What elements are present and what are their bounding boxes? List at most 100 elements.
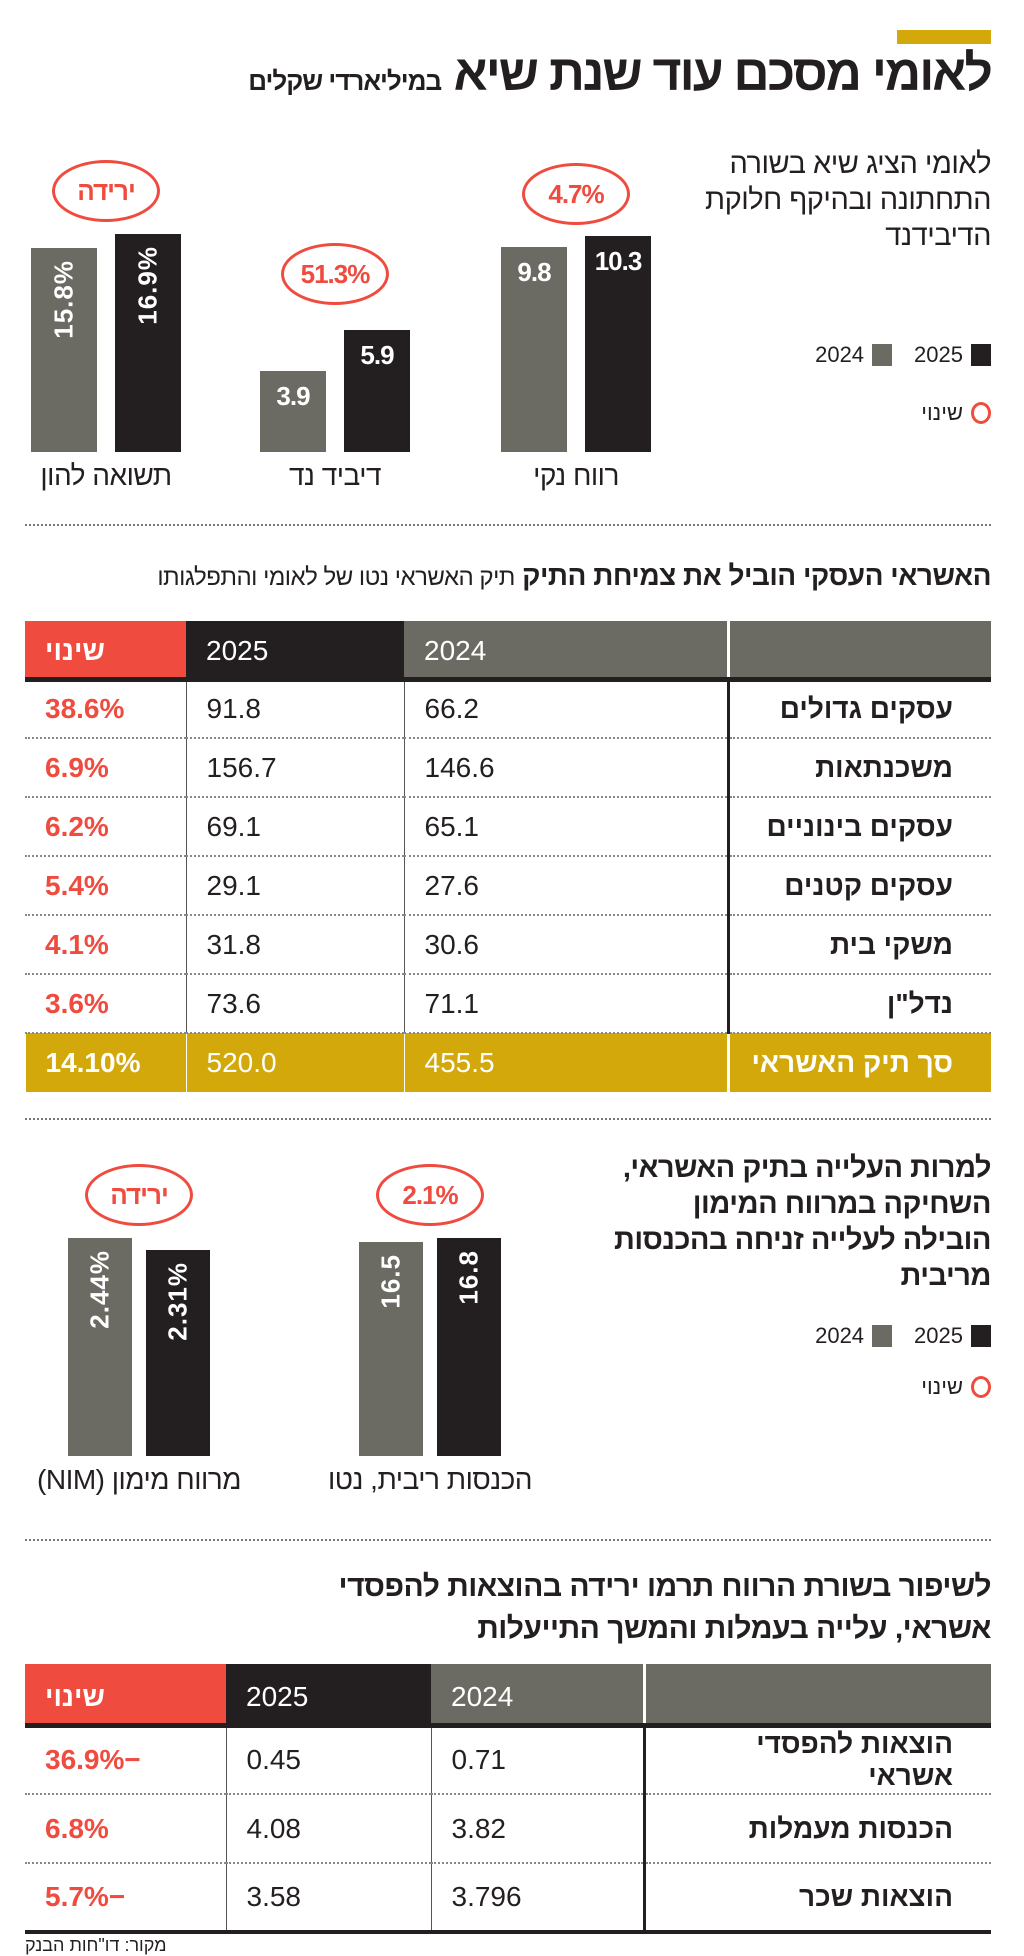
table-row: נדל"ן 71.1 73.6 3.6% <box>25 974 991 1034</box>
cell-change: 6.8% <box>25 1794 226 1864</box>
cell-y2024: 66.2 <box>403 679 728 739</box>
divider <box>25 524 991 526</box>
cell-label: סך תיק האשראי <box>726 1033 991 1092</box>
cell-label: עסקים קטנים <box>726 856 991 916</box>
legend-2024-label: 2024 <box>815 1323 865 1348</box>
bar-value-label: 5.9 <box>360 340 394 370</box>
cell-y2024: 71.1 <box>403 974 728 1034</box>
change-ellipse: 4.7% <box>522 163 630 225</box>
bar-2025: 16.8 <box>437 1238 501 1456</box>
change-ellipse: 51.3% <box>281 243 389 305</box>
table-row: עסקים גדולים 66.2 91.8 38.6% <box>25 679 991 739</box>
divider <box>25 1118 991 1120</box>
change-ellipse: 2.1% <box>376 1164 484 1226</box>
cell-change: −36.9% <box>25 1725 226 1795</box>
accent-bar <box>897 30 991 44</box>
change-ellipse: ירידה <box>85 1164 193 1226</box>
cell-change: 4.1% <box>25 915 186 975</box>
group-label: דיביד נד <box>289 460 381 491</box>
credit-portfolio-table: 2024 2025 שינוי עסקים גדולים 66.2 91.8 38.6% מש… <box>24 621 991 1092</box>
profit-drivers-table: 2024 2025 שינוי הוצאות להפסדי אשראי 0.71 0.45… <box>25 1664 991 1934</box>
legend-2025-swatch <box>971 344 991 366</box>
table-row: הוצאות להפסדי אשראי 0.71 0.45 −36.9% <box>25 1725 991 1795</box>
cell-y2024: 30.6 <box>403 915 728 975</box>
legend-change-2: שינוי <box>921 1374 991 1399</box>
section2-title-regular: תיק האשראי נטו של לאומי והתפלגותו <box>157 564 515 591</box>
legend-2025-label: 2025 <box>914 342 963 367</box>
source-note: מקור: דו"חות הבנק <box>25 1935 167 1955</box>
cell-y2025: 156.7 <box>185 738 404 798</box>
table-total-row: סך תיק האשראי 455.5 520.0 14.10% <box>24 1033 991 1092</box>
cell-y2025: 520.0 <box>185 1033 404 1092</box>
legend-2024-label: 2024 <box>815 342 865 367</box>
group-label: הכנסות ריבית, נטו <box>327 1464 533 1495</box>
bar-2025: 10.3 <box>585 236 651 452</box>
cell-y2025: 29.1 <box>185 856 404 916</box>
legend-years-2: 2025 2024 <box>815 1323 991 1348</box>
bar-2024: 16.5 <box>359 1241 423 1456</box>
cell-y2025: 91.8 <box>185 679 404 739</box>
legend-2025-label: 2025 <box>914 1323 963 1348</box>
bar-value-label: 16.9% <box>132 246 163 325</box>
bar-value-label: 16.8 <box>453 1250 484 1305</box>
cell-y2025: 0.45 <box>225 1725 431 1795</box>
bar-2025: 5.9 <box>344 330 410 452</box>
page-title: לאומי מסכם עוד שנת שיא במיליארדי שקלים <box>248 44 993 102</box>
title-main: לאומי מסכם עוד שנת שיא <box>453 45 993 101</box>
bar-2025: 16.9% <box>115 234 181 452</box>
title-subtitle: במיליארדי שקלים <box>248 66 442 96</box>
column-header: 2025 <box>186 621 404 682</box>
column-header: 2024 <box>431 1664 644 1728</box>
bar-value-label: 2.44% <box>84 1250 115 1329</box>
cell-y2024: 3.796 <box>430 1863 644 1933</box>
group-label: מרווח מימון (NIM) <box>37 1464 241 1495</box>
bar-value-label: 9.8 <box>517 256 551 287</box>
cell-y2025: 31.8 <box>185 915 404 975</box>
column-header: שינוי <box>25 621 186 682</box>
legend-2025-swatch <box>971 1325 991 1347</box>
legend-change-label: שינוי <box>921 1374 963 1399</box>
cell-label: נדל"ן <box>726 974 991 1034</box>
cell-label: הכנסות מעמלות <box>642 1794 991 1864</box>
table-header-row: 2024 2025 שינוי <box>25 621 991 682</box>
cell-y2024: 65.1 <box>403 797 728 857</box>
cell-y2025: 3.58 <box>225 1863 431 1933</box>
cell-change: 6.2% <box>25 797 186 857</box>
bar-group: 3.9 5.9 <box>260 152 410 452</box>
bar-value-label: 15.8% <box>48 260 79 339</box>
legend-change-label: שינוי <box>921 400 963 425</box>
group-label: תשואה להון <box>40 460 172 491</box>
table-row: משקי בית 30.6 31.8 4.1% <box>25 915 991 975</box>
legend-2024-swatch <box>872 344 893 366</box>
column-header: 2025 <box>226 1664 431 1728</box>
cell-y2024: 455.5 <box>403 1033 728 1092</box>
cell-label: משקי בית <box>726 915 991 975</box>
legend-2024-swatch <box>872 1325 893 1347</box>
column-header <box>726 621 991 682</box>
bar-group: 15.8% 16.9% <box>31 152 181 452</box>
bar-2024: 3.9 <box>260 371 326 452</box>
cell-y2024: 0.71 <box>430 1725 644 1795</box>
column-header: 2024 <box>404 621 728 682</box>
table-row: עסקים קטנים 27.6 29.1 5.4% <box>25 856 991 916</box>
section1-text: לאומי הציג שיא בשורה התחתונה ובהיקף חלוק… <box>705 148 991 252</box>
column-header: שינוי <box>25 1664 226 1728</box>
bar-value-label: 2.31% <box>162 1261 193 1341</box>
bar-value-label: 3.9 <box>276 381 310 412</box>
cell-change: 14.10% <box>24 1033 186 1092</box>
column-header <box>642 1664 991 1728</box>
cell-y2025: 73.6 <box>185 974 404 1034</box>
section2-title: האשראי העסקי הוביל את צמיחת התיק תיק האש… <box>157 560 991 592</box>
bar-value-label: 16.5 <box>375 1253 406 1309</box>
cell-label: משכנתאות <box>726 738 991 798</box>
group-label: רווח נקי <box>533 460 619 491</box>
cell-label: הוצאות שכר <box>642 1863 991 1933</box>
table-row: הוצאות שכר 3.796 3.58 −5.7% <box>25 1863 991 1933</box>
cell-label: הוצאות להפסדי אשראי <box>642 1725 991 1795</box>
cell-change: 38.6% <box>25 679 186 739</box>
cell-label: עסקים גדולים <box>726 679 991 739</box>
change-ellipse: ירידה <box>52 160 160 222</box>
cell-y2025: 69.1 <box>185 797 404 857</box>
cell-y2024: 146.6 <box>403 738 728 798</box>
cell-label: עסקים בינוניים <box>726 797 991 857</box>
